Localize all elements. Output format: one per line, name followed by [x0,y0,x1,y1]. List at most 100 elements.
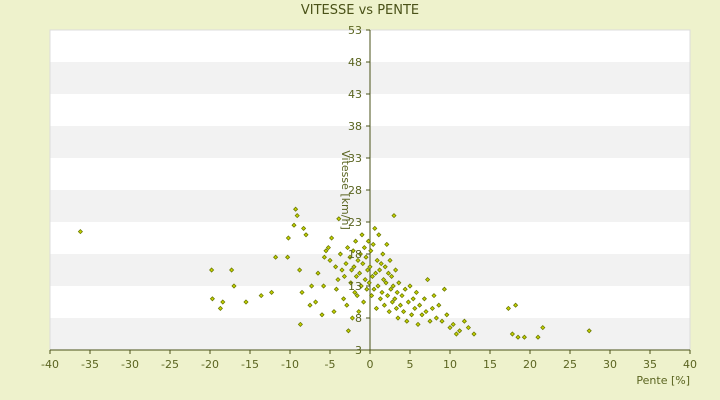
data-point [441,286,447,292]
data-point [339,267,345,273]
data-point [385,293,391,299]
data-point [413,289,419,295]
data-point [209,296,215,302]
x-tick-label: -25 [161,358,179,371]
data-point [345,328,351,334]
data-point [353,238,359,244]
data-point [359,232,365,238]
data-point [374,257,380,263]
data-point [444,312,450,318]
data-point [370,241,376,247]
data-point [337,251,343,257]
data-point [345,245,351,251]
x-tick-label: 35 [643,358,657,371]
x-tick-label: 25 [563,358,577,371]
data-point [389,299,395,305]
data-point [323,248,329,254]
data-point [356,309,362,315]
data-point [436,302,442,308]
data-point [347,254,353,260]
data-point [378,261,384,267]
data-point [358,283,364,289]
data-point [423,309,429,315]
data-point [388,286,394,292]
data-point [363,254,369,260]
data-point [367,264,373,270]
data-point [333,286,339,292]
x-tick-label: 40 [683,358,697,371]
data-point [321,283,327,289]
data-point [333,264,339,270]
data-point [327,257,333,263]
x-tick-label: 15 [483,358,497,371]
data-point [461,318,467,324]
data-point [513,302,519,308]
data-point [269,289,275,295]
data-point [373,305,379,311]
data-point [349,267,355,273]
data-point [415,321,421,327]
axes [49,29,691,354]
data-point [377,267,383,273]
x-tick-label: -30 [121,358,139,371]
y-tick-label: 23 [348,216,362,229]
data-point [382,264,388,270]
data-point [354,293,360,299]
data-point [409,312,415,318]
x-tick-labels: -40 -35 -30 -25 -20 -15 -10 -5 0 5 10 15 20 25 30 35 40 [41,358,697,371]
data-point [407,283,413,289]
data-point [369,293,375,299]
data-point [390,283,396,289]
y-axis-label: Vitesse [km/h] [339,150,352,230]
data-point [381,302,387,308]
data-point [385,270,391,276]
data-point [352,289,358,295]
data-point [404,318,410,324]
data-point [380,251,386,257]
data-point [351,264,357,270]
data-point [471,331,477,337]
data-point [344,302,350,308]
data-point [357,251,363,257]
data-point [505,305,511,311]
data-point [285,235,291,241]
data-point [376,232,382,238]
data-point [307,302,313,308]
data-point [417,302,423,308]
data-point [381,277,387,283]
data-point [405,299,411,305]
data-point [343,261,349,267]
data-points [77,206,592,340]
data-point [353,273,359,279]
data-point [341,273,347,279]
data-point [355,257,361,263]
data-point [389,273,395,279]
data-point [299,289,305,295]
x-tick-label: -35 [81,358,99,371]
x-tick-label: 5 [407,358,414,371]
data-point [331,309,337,315]
data-point [321,254,327,260]
data-point [301,225,307,231]
data-point [231,283,237,289]
x-tick-label: 10 [443,358,457,371]
data-point [586,328,592,334]
data-point [391,213,397,219]
x-tick-label: -40 [41,358,59,371]
data-point [447,325,453,331]
data-point [384,241,390,247]
y-tick-label: 53 [348,24,362,37]
data-point [243,299,249,305]
data-point [386,309,392,315]
y-tick-label: 38 [348,120,362,133]
data-point [371,286,377,292]
data-point [297,321,303,327]
data-point [394,289,400,295]
data-point [362,277,368,283]
data-point [341,296,347,302]
y-tick-label: 28 [348,184,362,197]
data-point [77,229,83,235]
y-tick-label: 33 [348,152,362,165]
